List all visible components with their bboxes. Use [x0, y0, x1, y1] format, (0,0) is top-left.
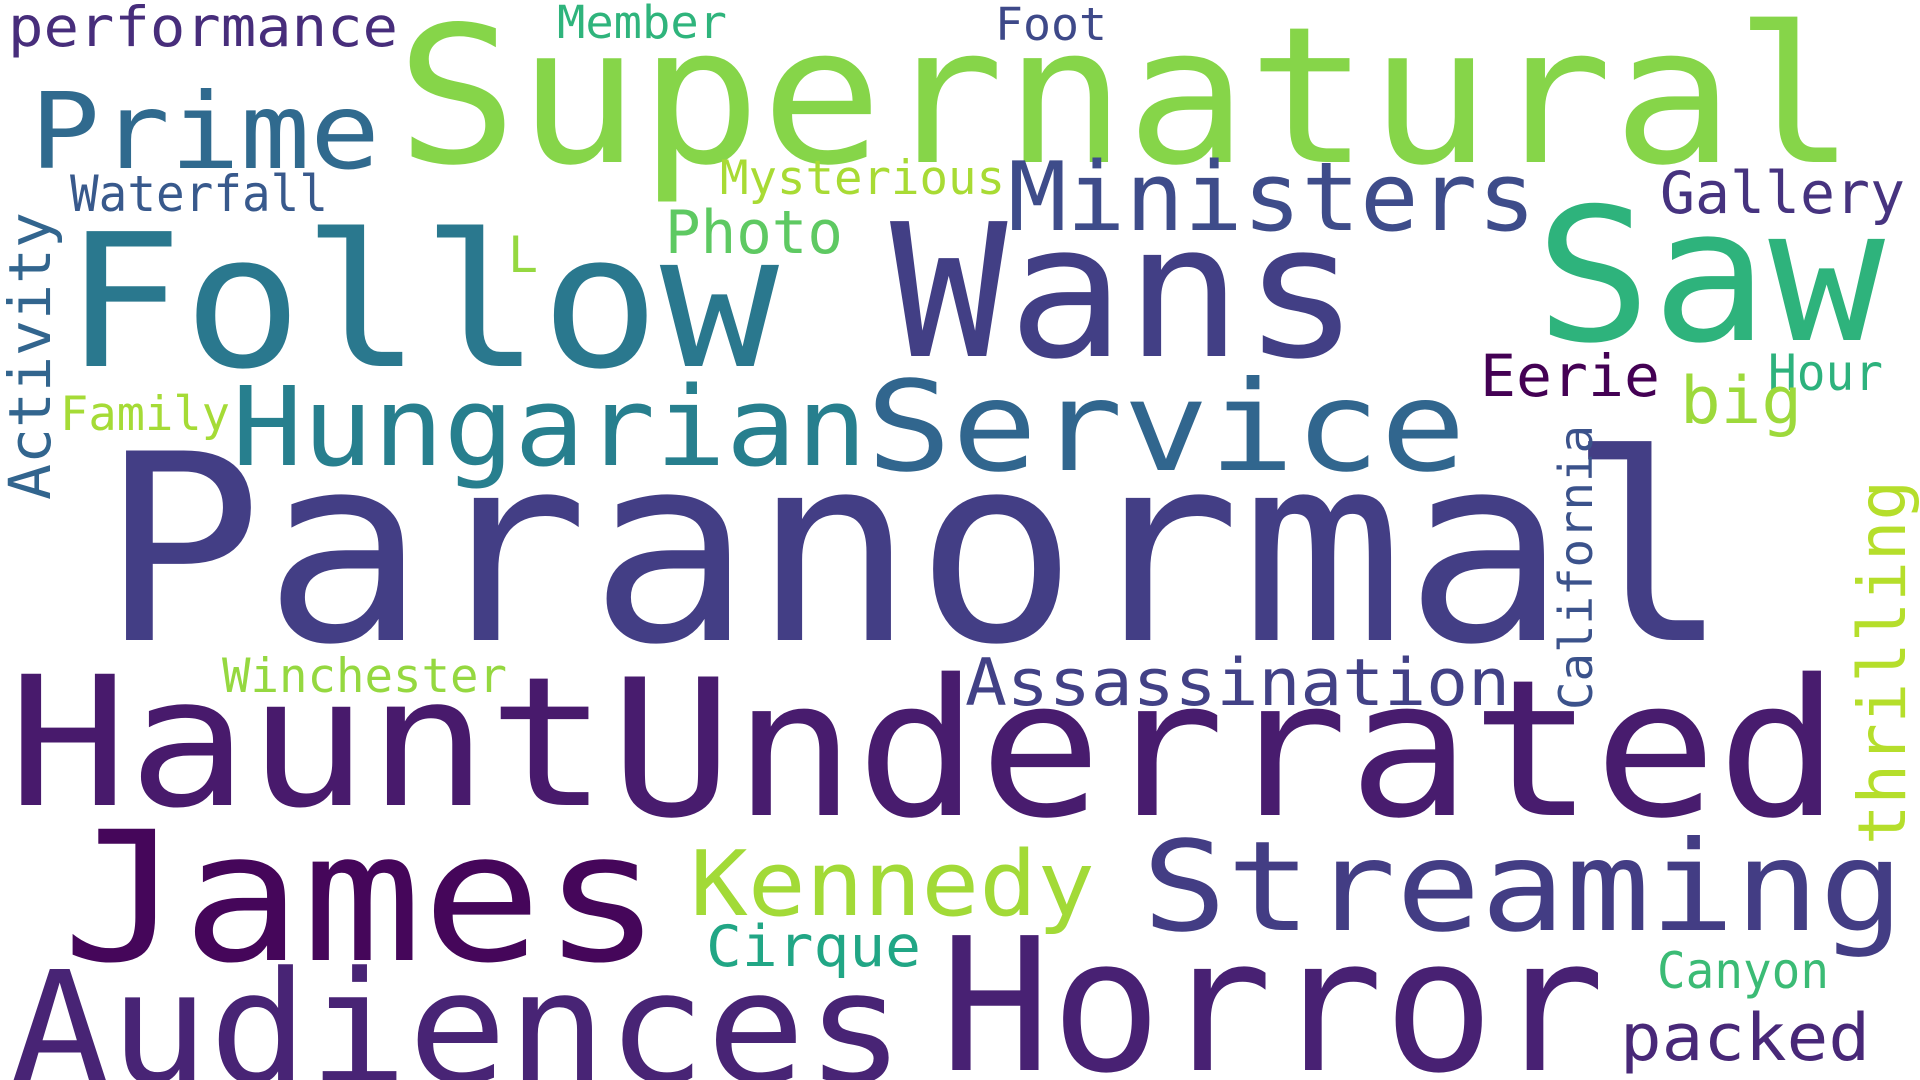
- word-saw: Saw: [1535, 168, 1886, 384]
- word-audiences: Audiences: [10, 938, 905, 1080]
- word-kennedy: Kennedy: [690, 832, 1095, 937]
- word-canyon: Canyon: [1657, 942, 1829, 1000]
- word-hour: Hour: [1768, 344, 1883, 402]
- word-california: California: [1549, 425, 1603, 710]
- word-photo: Photo: [665, 198, 843, 268]
- word-mysterious: Mysterious: [720, 151, 1005, 206]
- word-cirque: Cirque: [706, 914, 921, 980]
- word-horror: Horror: [940, 898, 1605, 1080]
- word-gallery: Gallery: [1660, 159, 1905, 227]
- word-performance: performance: [8, 0, 398, 59]
- word-follow: Follow: [64, 194, 780, 410]
- word-james: James: [62, 794, 662, 1003]
- word-family: Family: [60, 387, 230, 442]
- word-haunt: Haunt: [8, 639, 608, 848]
- word-winchester: Winchester: [222, 649, 507, 704]
- word-underrated: Underrated: [610, 639, 1840, 860]
- word-big: big: [1680, 364, 1802, 439]
- word-assassination: Assassination: [965, 646, 1510, 721]
- word-member: Member: [557, 0, 727, 49]
- word-foot: Foot: [995, 0, 1107, 51]
- word-thrilling: thrilling: [1844, 480, 1920, 845]
- word-prime: Prime: [30, 71, 380, 193]
- word-supernatural: Supernatural: [396, 0, 1856, 207]
- word-paranormal: Paranormal: [100, 400, 1730, 702]
- word-packed: packed: [1620, 1001, 1870, 1076]
- word-eerie: Eerie: [1480, 342, 1660, 410]
- word-l: L: [508, 226, 538, 284]
- word-service: Service: [866, 355, 1466, 500]
- word-streaming: Streaming: [1142, 815, 1904, 960]
- word-wans: Wans: [890, 184, 1360, 400]
- word-activity: Activity: [0, 212, 64, 500]
- word-hungarian: Hungarian: [232, 363, 867, 491]
- word-ministers: Ministers: [1008, 143, 1536, 253]
- word-waterfall: Waterfall: [70, 165, 328, 223]
